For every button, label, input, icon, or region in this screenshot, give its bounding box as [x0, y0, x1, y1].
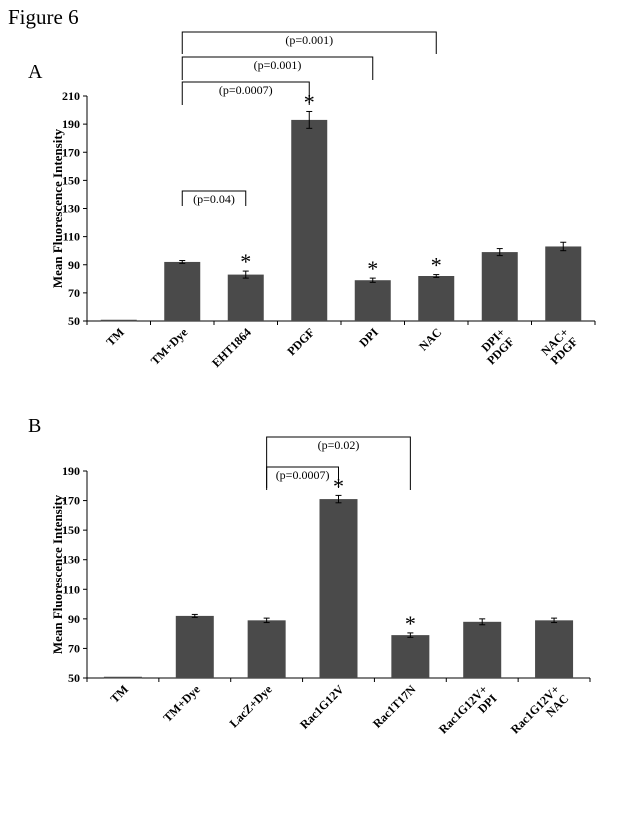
x-category-label-line: Rac1T17N [370, 682, 419, 731]
bar [291, 119, 328, 321]
bar [354, 280, 391, 321]
bar [545, 246, 582, 321]
y-tick-label: 170 [62, 145, 80, 159]
x-category-label-line: EHT1864 [209, 325, 254, 370]
y-tick-label: 190 [62, 117, 80, 131]
y-tick-label: 90 [68, 258, 80, 272]
x-category-label: PDGF [284, 325, 317, 358]
bar [535, 620, 574, 678]
bar [175, 615, 214, 678]
y-tick-label: 50 [68, 671, 80, 685]
panel-b-chart: B Mean Fluorescence Intensity 50 70 90 110 130… [28, 415, 591, 746]
y-tick-label: 110 [63, 582, 80, 596]
x-category-label: TM+Dye [160, 682, 203, 725]
x-category-label-line: TM [107, 682, 131, 706]
y-axis-label: Mean Fluorescence Intensity [50, 494, 65, 654]
x-category-label-line: DPI [356, 325, 381, 350]
x-category-label-line: TM+Dye [160, 682, 203, 725]
x-category-label: LacZ+Dye [227, 682, 276, 731]
significance-star: * [405, 611, 416, 636]
p-value-label: (p=0.001) [254, 58, 302, 72]
p-value-label: (p=0.0007) [276, 468, 330, 482]
y-tick-label: 70 [68, 286, 80, 300]
panel-a-chart: A Mean Fluorescence Intensity 50 70 90 110 130… [28, 31, 596, 370]
comparison-bracket [266, 436, 411, 490]
significance-star: * [367, 256, 378, 281]
panel-label: A [28, 61, 43, 83]
significance-star: * [431, 253, 442, 278]
y-tick-label: 130 [62, 553, 80, 567]
x-category-label: Rac1G12V [297, 682, 347, 732]
x-category-label: EHT1864 [209, 325, 254, 370]
y-tick-label: 50 [68, 314, 80, 328]
x-category-label-line: LacZ+Dye [227, 682, 276, 731]
x-category-label: TM [107, 682, 131, 706]
y-tick-label: 150 [62, 173, 80, 187]
y-axis-label: Mean Fluorescence Intensity [50, 128, 65, 288]
comparison-bracket [181, 31, 437, 54]
x-category-label-line: NAC [416, 325, 444, 353]
p-value-label: (p=0.04) [193, 192, 235, 206]
y-tick-label: 150 [62, 523, 80, 537]
y-tick-label: 70 [68, 641, 80, 655]
bar [481, 252, 518, 321]
x-category-label-line: TM [103, 325, 127, 349]
x-category-label: Rac1G12V+NAC [508, 682, 572, 746]
y-tick-label: 210 [62, 89, 80, 103]
p-value-label: (p=0.001) [285, 33, 333, 47]
x-category-label: Rac1T17N [370, 682, 419, 731]
bar [247, 620, 286, 678]
x-category-label: DPI+PDGF [475, 325, 517, 367]
figure-title: Figure 6 [8, 5, 79, 29]
y-tick-label: 190 [62, 464, 80, 478]
x-category-label: DPI [356, 325, 381, 350]
comparison-bracket [181, 190, 247, 206]
x-category-label: NAC [416, 325, 444, 353]
comparison-bracket [266, 466, 339, 488]
x-category-label-line: Rac1G12V [297, 682, 347, 732]
p-value-label: (p=0.02) [318, 438, 360, 452]
p-value-label: (p=0.0007) [219, 83, 273, 97]
bar [418, 276, 455, 321]
comparison-bracket [181, 56, 374, 80]
y-tick-label: 110 [63, 230, 80, 244]
y-tick-label: 130 [62, 202, 80, 216]
x-category-label: TM [103, 325, 127, 349]
y-tick-label: 170 [62, 494, 80, 508]
x-category-label: NAC+PDGF [538, 325, 580, 367]
x-category-label-line: PDGF [284, 325, 317, 358]
comparison-bracket [181, 81, 310, 105]
bar [391, 635, 430, 678]
bar [319, 499, 358, 678]
bar [164, 261, 201, 321]
y-tick-label: 90 [68, 612, 80, 626]
significance-star: * [240, 249, 251, 274]
x-category-label: TM+Dye [148, 325, 191, 368]
x-category-label: Rac1G12V+DPI [436, 682, 500, 746]
bar [463, 621, 502, 678]
panel-label: B [28, 415, 41, 437]
x-category-label-line: TM+Dye [148, 325, 191, 368]
bar [227, 274, 264, 321]
